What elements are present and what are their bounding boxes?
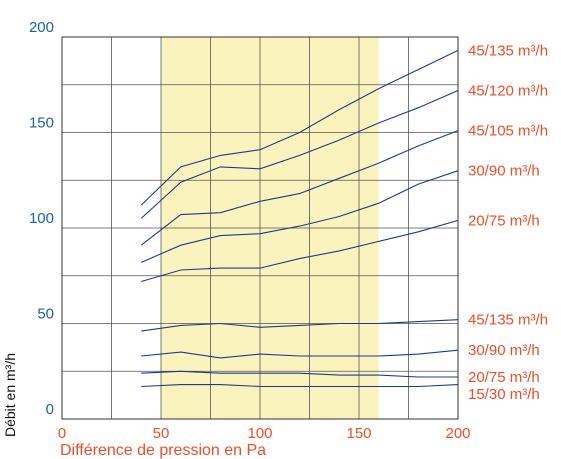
series-label: 45/105 m³/h — [468, 123, 548, 140]
series-label: 45/120 m³/h — [468, 82, 548, 99]
series-label: 45/135 m³/h — [468, 42, 548, 59]
series-line — [140, 89, 459, 219]
series-labels: 45/135 m³/h 45/120 m³/h 45/105 m³/h 30/90 m… — [468, 42, 548, 403]
series-line — [141, 370, 458, 378]
series-label: 45/135 m³/h — [468, 312, 548, 329]
series-line — [141, 349, 459, 359]
y-tick-label: 150 — [29, 115, 54, 132]
y-tick-label: 200 — [29, 19, 54, 36]
x-tick-labels: 0 50 100 150 200 — [58, 425, 471, 442]
grid — [61, 36, 459, 420]
series-line — [141, 319, 459, 332]
series-line — [140, 170, 459, 263]
series-label: 15/30 m³/h — [468, 386, 540, 403]
series-label: 20/75 m³/h — [468, 369, 540, 386]
x-tick-label: 150 — [346, 425, 371, 442]
y-tick-label: 0 — [46, 401, 54, 418]
plot-frame — [61, 36, 459, 420]
series-label: 30/90 m³/h — [468, 342, 540, 359]
x-tick-label: 200 — [445, 425, 470, 442]
x-tick-label: 50 — [153, 425, 170, 442]
x-tick-label: 100 — [247, 425, 272, 442]
series-line — [140, 49, 459, 206]
y-axis-title: Débit en m³/h — [2, 353, 18, 437]
series-line — [140, 130, 459, 246]
y-tick-label: 50 — [37, 306, 54, 323]
series-line — [141, 219, 459, 283]
y-tick-label: 100 — [29, 210, 54, 227]
y-tick-labels: 0 50 100 150 200 — [29, 19, 54, 418]
x-axis-title: Différence de pression en Pa — [60, 442, 266, 459]
x-tick-label: 0 — [58, 425, 66, 442]
series-label: 30/90 m³/h — [468, 163, 540, 180]
series-line — [141, 384, 459, 388]
series-lines — [140, 49, 459, 388]
series-label: 20/75 m³/h — [468, 212, 540, 229]
